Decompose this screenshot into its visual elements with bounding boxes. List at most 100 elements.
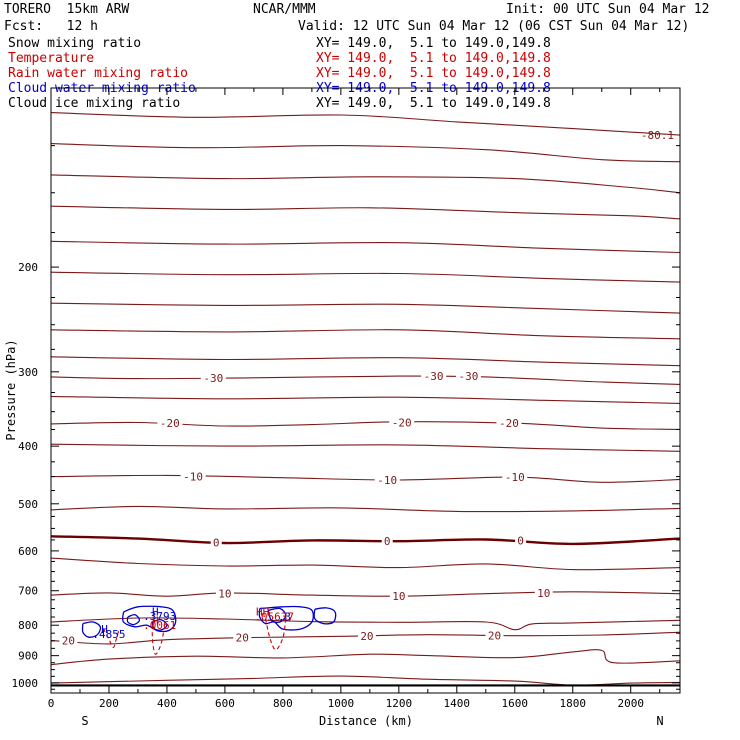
x-tick-label: 600: [215, 697, 235, 710]
isotherm-label: 10: [537, 587, 550, 600]
field-xsect-cloud-ice: XY= 149.0, 5.1 to 149.0,149.8: [316, 96, 551, 111]
isotherm-label-bg: [389, 416, 415, 429]
y-tick-label: 800: [18, 619, 38, 632]
isotherm-m65: [50, 174, 681, 194]
isotherm-label: -30: [203, 372, 223, 385]
isotherm-label-bg: [534, 586, 553, 599]
isotherm-m25: [50, 395, 681, 404]
field-xsect-snow: XY= 149.0, 5.1 to 149.0,149.8: [316, 36, 551, 51]
field-xsect-temperature: XY= 149.0, 5.1 to 149.0,149.8: [316, 51, 551, 66]
cloud-water-contour: [126, 613, 141, 626]
isotherm-label-bg: [157, 417, 183, 430]
isotherm-label-bg: [59, 634, 78, 647]
cloud-water-contours: [81, 605, 337, 638]
field-name-snow: Snow mixing ratio: [8, 36, 142, 51]
extremum-label: H: [101, 623, 108, 636]
center-name: NCAR/MMM: [253, 2, 316, 17]
isotherm-label-bg: [233, 631, 252, 644]
isotherm-label-bg: [180, 470, 206, 483]
isotherm-20: [50, 631, 681, 645]
isotherm-m55: [50, 240, 681, 254]
x-tick-label: 0: [48, 697, 55, 710]
isotherm-label: -10: [183, 471, 203, 484]
x-tick-label: 1600: [502, 697, 529, 710]
field-name-rain: Rain water mixing ratio: [8, 66, 189, 81]
isotherm-30: [50, 675, 681, 686]
isotherm-label-bg: [515, 534, 527, 547]
isotherm-label-bg: [381, 535, 393, 548]
isotherm-m45: [50, 302, 681, 314]
isotherm-label: -20: [160, 417, 180, 430]
isotherm-label: 0: [517, 534, 524, 547]
y-tick-label: 700: [18, 585, 38, 598]
isotherm-label: 20: [62, 634, 75, 647]
cloud-water-contour: [267, 607, 287, 624]
isotherm-label: 20: [236, 632, 249, 645]
extremum-label: H: [152, 605, 159, 618]
field-name-temperature: Temperature: [8, 51, 95, 66]
isotherm-label-bg: [200, 371, 226, 384]
isotherm-labels: -30 -30 -30 -20 -20 -20 -10 -10 -10 0 0 0 10 10 10 20 20…: [59, 370, 553, 647]
x-tick-label: 1000: [328, 697, 355, 710]
cloud-water-contour: [151, 618, 168, 631]
isotherm-label-bg: [210, 536, 222, 549]
x-tick-label: 200: [99, 697, 119, 710]
x-tick-label: 1800: [560, 697, 587, 710]
isotherm-m5: [50, 505, 681, 513]
isotherm-label: -20: [392, 416, 412, 429]
cloud-water-contour: [81, 621, 102, 638]
y-tick-label: 600: [18, 545, 38, 558]
forecast-hour: Fcst: 12 h: [4, 19, 98, 34]
isotherm-15: [50, 617, 681, 631]
isotherm-label-bg: [215, 587, 234, 600]
isotherm-m15: [50, 443, 681, 452]
x-tick-label: 1200: [386, 697, 413, 710]
y-tick-label: 900: [18, 650, 38, 663]
isotherm-label-bg: [374, 473, 400, 486]
extremum-label: .4855: [92, 628, 125, 641]
cloud-water-contour: [121, 605, 177, 633]
isotherm-m30: [50, 375, 681, 385]
extremum-label: .0061: [143, 619, 176, 632]
y-tick-label: 400: [18, 440, 38, 453]
plot-frame: [50, 87, 681, 694]
extremum-label: HH: [256, 605, 269, 618]
init-time: Init: 00 UTC Sun 04 Mar 12: [506, 2, 710, 17]
isotherm-m60: [50, 205, 681, 220]
rain-water-contour: [151, 625, 165, 655]
extremum-label: .3793: [143, 610, 176, 623]
model-name: TORERO 15km ARW: [4, 2, 130, 17]
isotherm-label: 20: [488, 630, 501, 643]
isotherm-label: 0: [384, 535, 391, 548]
valid-time: Valid: 12 UTC Sun 04 Mar 12 (06 CST Sun …: [298, 19, 690, 34]
y-tick-label: 500: [18, 498, 38, 511]
isotherm-m10: [50, 474, 681, 483]
rain-water-contours: [102, 618, 287, 655]
extremum-label: .05637: [254, 610, 294, 623]
isotherm-label: 20: [360, 630, 373, 643]
isotherm-label-bg: [421, 370, 447, 383]
rain-water-contour: [102, 628, 120, 649]
x-axis-label: Distance (km): [319, 714, 413, 728]
isotherm-label: -30: [458, 370, 478, 383]
extremum-label: H: [152, 615, 159, 628]
field-name-cloud-ice: Cloud ice mixing ratio: [8, 96, 181, 111]
isotherm-m35: [50, 356, 681, 367]
y-tick-label: 1000: [12, 677, 39, 690]
isotherm-5: [50, 557, 681, 571]
x-tick-label: 2000: [617, 697, 644, 710]
cloud-water-contour: [258, 605, 314, 631]
axes: 0 200 400 600 800 1000 1200 1400 1600 1800 2000200…: [12, 88, 680, 710]
field-xsect-rain: XY= 149.0, 5.1 to 149.0,149.8: [316, 66, 551, 81]
right-endpoint-label: N: [656, 714, 663, 728]
isotherm-label: -20: [499, 417, 519, 430]
isotherm-label-bg: [455, 370, 481, 383]
y-tick-label: 300: [18, 366, 38, 379]
isotherm-label: 10: [392, 590, 405, 603]
extremum-label: .3: [278, 610, 291, 623]
isotherm-label: 0: [213, 537, 220, 550]
isotherm-label: -30: [424, 370, 444, 383]
isotherm-label-bg: [496, 417, 522, 430]
